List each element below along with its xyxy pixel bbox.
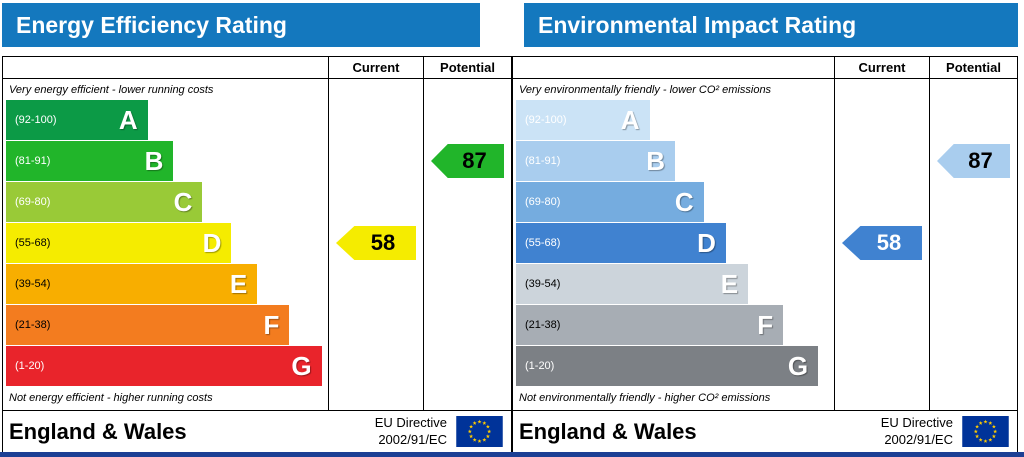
potential-column-header: Potential (929, 57, 1017, 78)
top-note: Very energy efficient - lower running co… (9, 84, 214, 96)
band-letter-label: C (173, 187, 193, 217)
rating-table-header-row: Current Potential (513, 57, 1017, 79)
band-range-label: (81-91) (525, 155, 561, 167)
band-letter-label: G (291, 351, 312, 381)
band-letter-label: D (697, 228, 716, 258)
band-letter-label: D (202, 228, 222, 258)
band-letter-label: F (757, 310, 774, 340)
band-A: (92-100) A (6, 100, 148, 140)
panel-footer: England & Wales EU Directive 2002/91/EC (3, 410, 511, 456)
band-letter-label: E (229, 269, 248, 299)
band-C: (69-80) C (516, 182, 704, 222)
band-letter-label: G (787, 351, 809, 381)
band-range-label: (92-100) (525, 114, 567, 126)
band-G: (1-20) G (516, 346, 819, 386)
bands-column: Very environmentally friendly - lower CO… (513, 79, 834, 410)
band-B: (81-91) B (516, 141, 675, 181)
band-range-label: (92-100) (15, 114, 57, 126)
bands-stack: (92-100) A (81-91) B (69-80) C (55-68) D (39-54)… (513, 100, 834, 387)
band-F: (21-38) F (6, 305, 290, 345)
potential-rating-arrow: 87 (431, 144, 504, 178)
bottom-note: Not energy efficient - higher running co… (9, 392, 213, 404)
potential-column-header: Potential (423, 57, 511, 78)
energy-panel-title: Energy Efficiency Rating (2, 3, 480, 47)
header-spacer-cell (3, 57, 328, 78)
band-range-label: (1-20) (525, 360, 555, 372)
potential-column: 87 (423, 79, 511, 410)
bands-column: Very energy efficient - lower running co… (3, 79, 328, 410)
band-letter-label: B (646, 146, 665, 176)
band-letter-label: F (263, 310, 280, 340)
band-range-label: (39-54) (525, 278, 561, 290)
current-rating-arrow: 58 (842, 226, 922, 260)
band-range-label: (69-80) (525, 196, 561, 208)
eu-flag-icon (962, 416, 1009, 447)
environmental-rating-table: Current Potential Very environmentally f… (512, 56, 1018, 457)
eu-directive-label: EU Directive 2002/91/EC (375, 415, 447, 448)
band-range-label: (21-38) (15, 319, 51, 331)
current-rating-arrow: 58 (336, 226, 416, 260)
potential-rating-arrow: 87 (937, 144, 1010, 178)
energy-rating-table: Current Potential Very energy efficient … (2, 56, 512, 457)
bottom-accent-bar (0, 452, 1024, 457)
band-range-label: (21-38) (525, 319, 561, 331)
panel-footer: England & Wales EU Directive 2002/91/EC (513, 410, 1017, 456)
band-C: (69-80) C (6, 182, 203, 222)
energy-efficiency-panel: Energy Efficiency Rating Current Potenti… (2, 3, 512, 457)
potential-column: 87 (929, 79, 1017, 410)
band-range-label: (55-68) (525, 237, 561, 249)
current-column-header: Current (834, 57, 929, 78)
band-B: (81-91) B (6, 141, 174, 181)
band-letter-label: A (620, 105, 640, 135)
rating-table-body: Very environmentally friendly - lower CO… (513, 79, 1017, 410)
rating-table-body: Very energy efficient - lower running co… (3, 79, 511, 410)
top-note: Very environmentally friendly - lower CO… (519, 84, 772, 96)
band-range-label: (55-68) (15, 237, 51, 249)
current-column: 58 (328, 79, 423, 410)
band-D: (55-68) D (6, 223, 232, 263)
band-range-label: (69-80) (15, 196, 51, 208)
band-E: (39-54) E (6, 264, 258, 304)
eu-directive-line1: EU Directive (880, 415, 953, 431)
band-range-label: (39-54) (15, 278, 51, 290)
band-range-label: (81-91) (15, 155, 51, 167)
band-D: (55-68) D (516, 223, 726, 263)
region-label: England & Wales (519, 418, 697, 444)
region-label: England & Wales (9, 418, 187, 444)
band-F: (21-38) F (516, 305, 784, 345)
bottom-note: Not environmentally friendly - higher CO… (519, 392, 771, 404)
environmental-impact-panel: Environmental Impact Rating Current Pote… (512, 0, 1024, 457)
header-spacer-cell (513, 57, 834, 78)
rating-table-header-row: Current Potential (3, 57, 511, 79)
environmental-panel-title: Environmental Impact Rating (524, 3, 1018, 47)
band-range-label: (1-20) (15, 360, 45, 372)
band-letter-label: B (144, 146, 164, 176)
bands-stack: (92-100) A (81-91) B (69-80) C (55-68) D (39-54)… (3, 100, 328, 387)
eu-directive-line2: 2002/91/EC (884, 431, 953, 447)
band-G: (1-20) G (6, 346, 322, 386)
band-E: (39-54) E (516, 264, 749, 304)
eu-directive-line1: EU Directive (374, 415, 447, 431)
band-letter-label: E (720, 269, 739, 299)
eu-directive-line2: 2002/91/EC (378, 431, 447, 447)
eu-flag-icon (456, 416, 503, 447)
band-letter-label: A (118, 105, 138, 135)
band-letter-label: C (674, 187, 694, 217)
eu-directive-label: EU Directive 2002/91/EC (881, 415, 953, 448)
current-column: 58 (834, 79, 929, 410)
band-A: (92-100) A (516, 100, 650, 140)
current-column-header: Current (328, 57, 423, 78)
